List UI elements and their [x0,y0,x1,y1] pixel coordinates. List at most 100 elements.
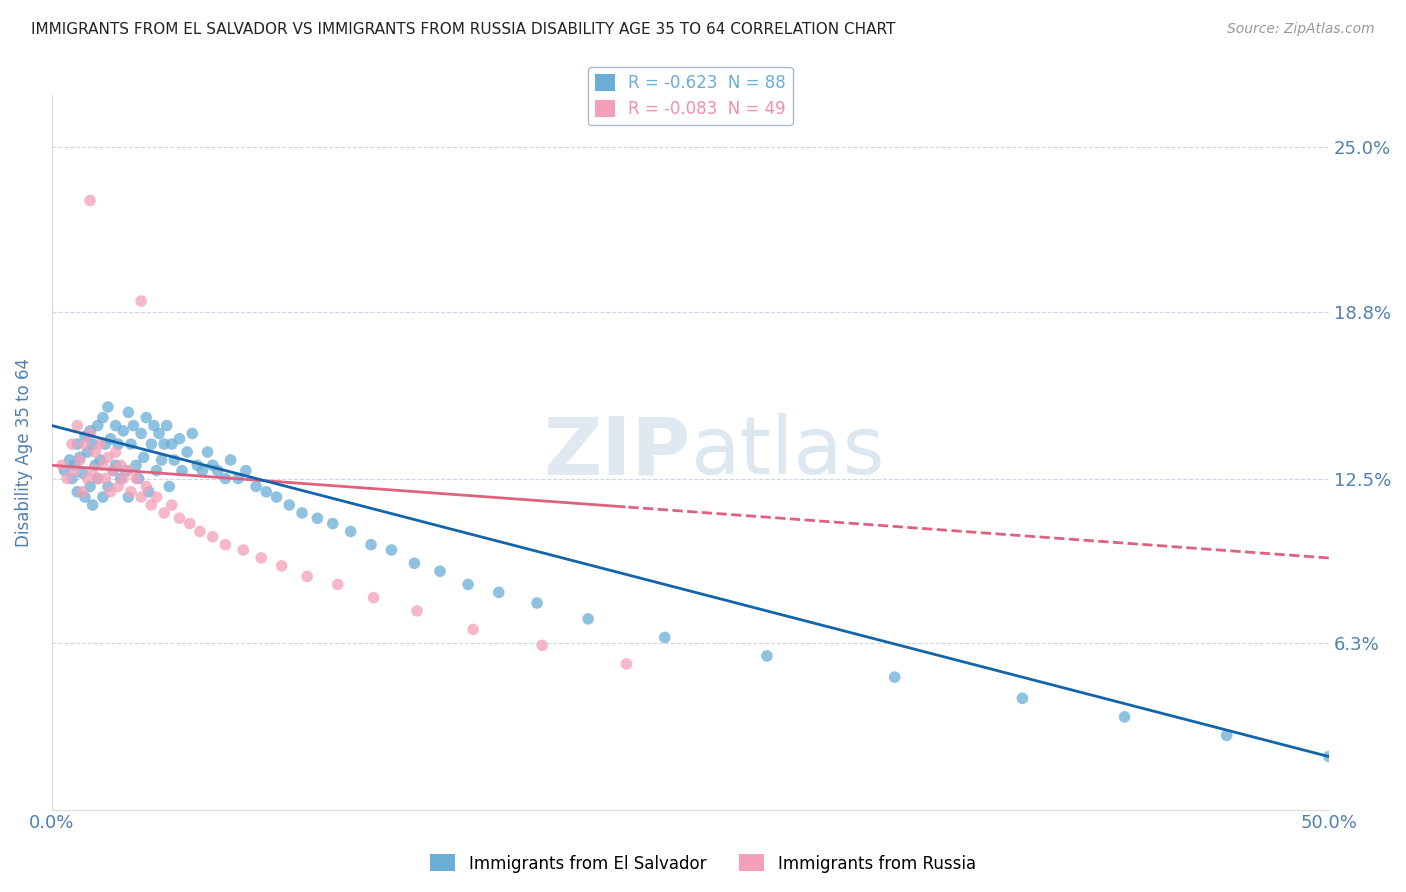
Point [84,458,107,473]
Point [406,604,429,618]
Point [226,471,249,485]
Point [266,490,288,504]
Point [91,410,114,425]
Point [270,558,292,573]
Point [188,524,211,539]
Point [254,484,277,499]
Point [73,429,96,443]
Y-axis label: Disability Age 35 to 64: Disability Age 35 to 64 [15,358,32,547]
Point [1215,728,1237,742]
Point [100,432,122,446]
Point [214,538,236,552]
Point [380,543,402,558]
Point [59,453,82,467]
Point [112,471,135,485]
Point [101,464,124,478]
Point [883,670,905,684]
Point [73,490,96,504]
Legend: Immigrants from El Salvador, Immigrants from Russia: Immigrants from El Salvador, Immigrants … [423,847,983,880]
Point [363,591,385,605]
Point [339,524,361,539]
Point [197,445,219,459]
Text: Source: ZipAtlas.com: Source: ZipAtlas.com [1227,22,1375,37]
Point [120,437,142,451]
Point [201,530,224,544]
Point [160,498,183,512]
Point [63,464,86,478]
Point [326,577,349,591]
Point [82,437,104,451]
Point [295,569,318,583]
Point [114,464,136,478]
Point [245,479,267,493]
Point [179,516,201,531]
Point [429,564,451,578]
Point [112,424,135,438]
Point [153,437,176,451]
Point [60,471,83,485]
Point [169,432,191,446]
Point [125,458,148,473]
Point [531,638,554,652]
Point [142,418,165,433]
Point [278,498,301,512]
Point [160,437,183,451]
Point [107,479,129,493]
Point [94,437,117,451]
Point [56,471,79,485]
Point [191,464,214,478]
Point [488,585,510,599]
Point [91,490,114,504]
Point [219,453,242,467]
Point [84,445,107,459]
Point [89,453,111,467]
Point [616,657,638,671]
Point [76,445,98,459]
Point [79,424,101,438]
Point [122,418,145,433]
Point [129,426,152,441]
Point [135,479,157,493]
Point [156,418,179,433]
Point [322,516,344,531]
Point [214,471,236,485]
Point [176,445,198,459]
Point [457,577,479,591]
Point [1114,710,1136,724]
Point [141,437,163,451]
Point [207,464,229,478]
Point [104,458,127,473]
Point [79,426,101,441]
Point [1011,691,1033,706]
Point [110,458,132,473]
Point [51,458,73,473]
Point [526,596,548,610]
Point [250,551,273,566]
Point [463,623,485,637]
Point [60,437,83,451]
Point [87,418,110,433]
Point [73,437,96,451]
Point [101,464,124,478]
Text: IMMIGRANTS FROM EL SALVADOR VS IMMIGRANTS FROM RUSSIA DISABILITY AGE 35 TO 64 CO: IMMIGRANTS FROM EL SALVADOR VS IMMIGRANT… [31,22,896,37]
Point [232,543,254,558]
Point [148,426,170,441]
Point [654,631,676,645]
Point [1317,749,1340,764]
Text: atlas: atlas [690,413,884,491]
Point [150,453,173,467]
Point [145,464,167,478]
Point [135,410,157,425]
Point [89,437,111,451]
Point [110,471,132,485]
Point [145,490,167,504]
Point [104,418,127,433]
Point [94,471,117,485]
Point [97,450,120,465]
Point [87,471,110,485]
Point [66,484,89,499]
Text: ZIP: ZIP [543,413,690,491]
Point [576,612,599,626]
Point [235,464,257,478]
Point [82,498,104,512]
